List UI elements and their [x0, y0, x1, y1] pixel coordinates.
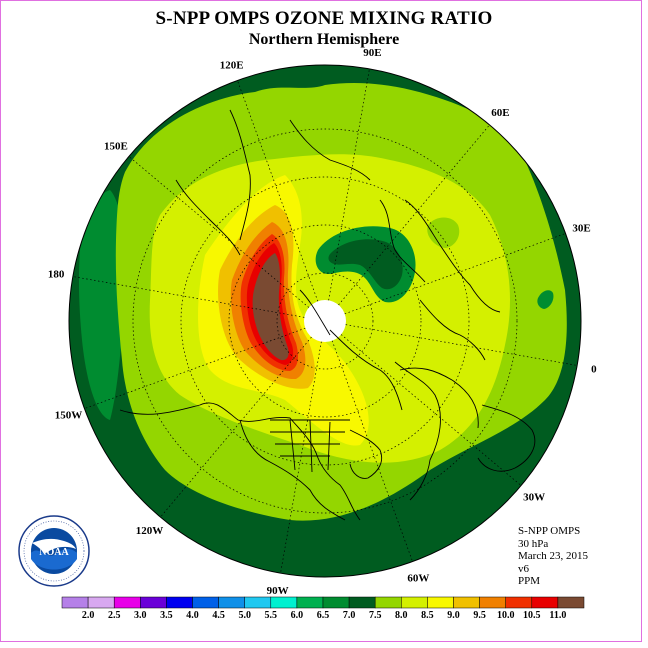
band-11.0-plus: [252, 253, 289, 361]
colorbar: 2.0 2.5 3.0 3.5 4.0 4.5 5.0 5.5 6.0 6.5 7.0 7.5 8.0 8…: [61, 596, 585, 621]
band-7.0-plus: [328, 239, 403, 290]
colorbar-tick-label: 2.5: [108, 610, 121, 621]
longitude-label: 90E: [363, 47, 381, 59]
colorbar-swatch: [374, 596, 402, 609]
colorbar-swatch: [270, 596, 298, 609]
colorbar-swatch: [244, 596, 272, 609]
colorbar-swatch: [140, 596, 167, 609]
graticule: [72, 68, 578, 574]
svg-text:NOAA: NOAA: [39, 547, 69, 558]
band-6.5-7.0: [537, 290, 554, 309]
colorbar-swatch: [348, 596, 376, 609]
longitude-label: 60W: [407, 573, 429, 585]
polar-night-gap: [304, 300, 346, 342]
colorbar-tick-label: 3.5: [160, 610, 173, 621]
colorbar-tick-label: 6.0: [291, 610, 304, 621]
units-label: PPM: [518, 575, 541, 587]
colorbar-swatch: [87, 596, 115, 609]
product-info: S-NPP OMPS 30 hPa March 23, 2015 v6 PPM: [518, 525, 588, 588]
date-label: March 23, 2015: [518, 550, 588, 562]
colorbar-swatch: [322, 596, 350, 609]
pressure-level-label: 30 hPa: [518, 537, 549, 550]
colorbar-swatch: [192, 596, 219, 609]
colorbar-swatch: [61, 596, 89, 609]
band-6.5-7.0: [79, 190, 126, 420]
longitude-label: 30E: [572, 223, 590, 235]
colorbar-tick-label: 8.5: [421, 610, 434, 621]
colorbar-tick-label: 7.5: [369, 610, 382, 621]
map-subtitle: Northern Hemisphere: [248, 31, 400, 48]
colorbar-swatch: [505, 596, 533, 609]
colorbar-swatch: [401, 596, 428, 609]
colorbar-tick-label: 3.0: [134, 610, 147, 621]
colorbar-tick-label: 9.0: [447, 610, 460, 621]
colorbar-swatch: [166, 596, 193, 609]
colorbar-tick-label: 4.0: [186, 610, 199, 621]
colorbar-tick-label: 2.0: [82, 610, 95, 621]
longitude-label: 90W: [267, 585, 289, 597]
noaa-logo-icon: NOAA: [18, 515, 90, 587]
instrument-label: S-NPP OMPS: [518, 525, 581, 537]
colorbar-swatch: [296, 596, 324, 609]
colorbar-tick-label: 7.0: [343, 610, 356, 621]
colorbar-swatch: [218, 596, 245, 609]
longitude-label: 120E: [220, 59, 244, 71]
colorbar-swatch: [427, 596, 454, 609]
colorbar-swatch: [557, 596, 585, 609]
colorbar-swatch: [479, 596, 506, 609]
longitude-label: 180: [48, 269, 65, 281]
colorbar-swatch: [453, 596, 480, 609]
longitude-label: 150E: [104, 141, 128, 153]
map-boundary: [68, 64, 582, 578]
colorbar-tick-label: 5.0: [238, 610, 251, 621]
colorbar-swatch: [113, 596, 141, 609]
colorbar-tick-label: 10.0: [497, 610, 515, 621]
longitude-label: 30W: [523, 491, 545, 503]
colorbar-swatch: [531, 596, 559, 609]
longitude-labels: 90E 60E 30E 0 30W 60W 90W 120W 150W 180 150E 120E: [48, 47, 597, 597]
colorbar-tick-label: 9.5: [473, 610, 486, 621]
band-7.5-8.0: [427, 217, 460, 248]
colorbar-tick-label: 5.5: [265, 610, 278, 621]
coastlines: [119, 109, 536, 521]
longitude-label: 150W: [55, 409, 83, 421]
longitude-label: 0: [591, 363, 597, 375]
colorbar-tick-label: 10.5: [523, 610, 541, 621]
longitude-label: 60E: [491, 107, 509, 119]
version-label: v6: [518, 562, 529, 575]
colorbar-tick-label: 6.5: [317, 610, 330, 621]
longitude-label: 120W: [136, 525, 164, 537]
ozone-field: [69, 65, 581, 577]
map-title: S-NPP OMPS OZONE MIXING RATIO: [155, 8, 493, 29]
colorbar-tick-label: 11.0: [549, 610, 566, 621]
colorbar-tick-label: 4.5: [212, 610, 225, 621]
colorbar-tick-label: 8.0: [395, 610, 408, 621]
